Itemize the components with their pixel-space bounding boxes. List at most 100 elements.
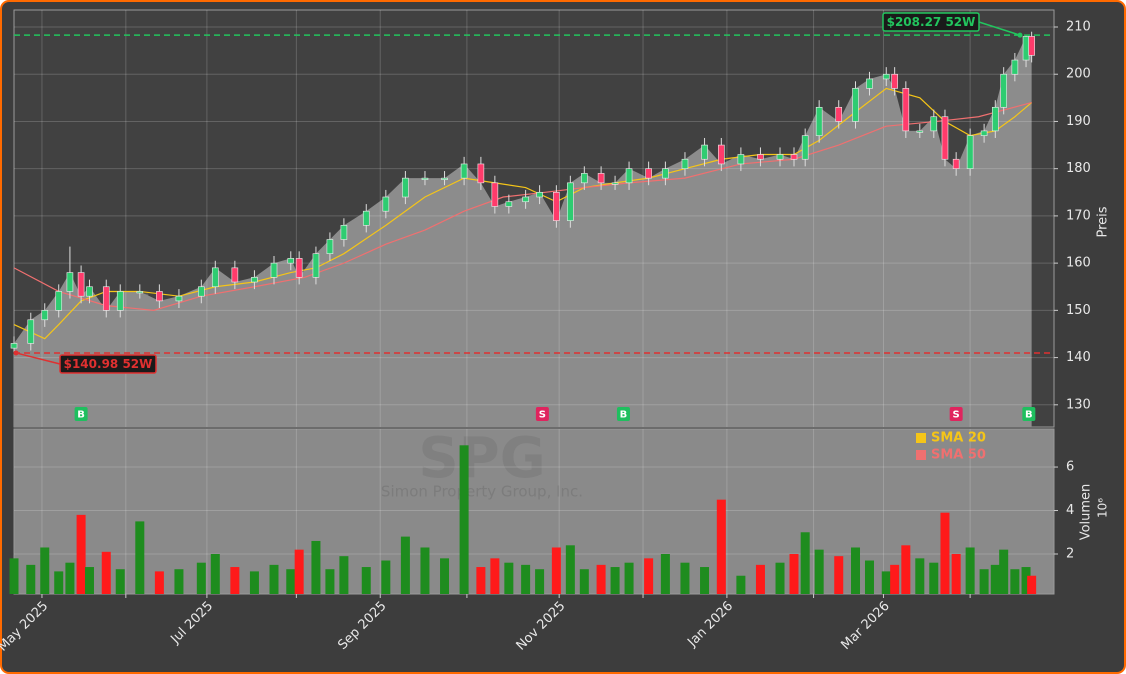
- volume-bar: [565, 545, 575, 594]
- volume-bar: [174, 569, 184, 594]
- volume-bar: [940, 512, 950, 594]
- signal-label: B: [77, 410, 85, 421]
- candle-body: [522, 196, 529, 203]
- candle-body: [991, 106, 999, 132]
- candle-body: [477, 163, 485, 184]
- volume-bar: [294, 549, 304, 594]
- volume-bar: [881, 571, 891, 594]
- volume-bar: [76, 514, 86, 594]
- volume-bar: [101, 551, 111, 594]
- candle-body: [460, 163, 468, 179]
- candle-body: [41, 310, 49, 321]
- volume-panel: [13, 428, 1055, 595]
- signal-badge: [74, 407, 88, 421]
- candle-body: [402, 177, 409, 198]
- y2-tick-label: 6: [1066, 460, 1074, 475]
- candle-body: [312, 253, 320, 278]
- hline-arrow-head: [1017, 32, 1023, 38]
- candle-body: [77, 272, 85, 297]
- volume-bar: [311, 540, 321, 594]
- candle-body: [852, 88, 859, 122]
- volume-bar: [286, 569, 296, 594]
- candle-body: [776, 154, 784, 160]
- volume-bar: [476, 567, 486, 594]
- candle-body: [116, 291, 124, 311]
- candle-body: [916, 130, 924, 133]
- volume-bar: [890, 564, 900, 594]
- candle-body: [902, 88, 910, 132]
- volume-bar: [54, 571, 64, 594]
- candle-body: [597, 173, 605, 184]
- candle-body: [966, 135, 974, 169]
- volume-bar: [851, 547, 861, 594]
- candle-body: [801, 135, 809, 160]
- volume-bar: [999, 549, 1009, 594]
- candle-body: [102, 286, 110, 311]
- volume-bar: [965, 547, 975, 594]
- volume-bar: [716, 499, 726, 594]
- volume-bar: [40, 547, 50, 594]
- company-watermark: Simon Property Group, Inc.: [381, 483, 583, 501]
- candle-body: [645, 168, 652, 179]
- volume-bar: [459, 445, 469, 594]
- volume-bar: [210, 554, 220, 594]
- y-axis-label: Preis: [1096, 206, 1111, 237]
- volume-bar: [269, 564, 279, 594]
- volume-bar: [596, 564, 606, 594]
- volume-bar: [230, 567, 240, 594]
- candle-body: [1000, 73, 1007, 108]
- volume-bar: [624, 562, 634, 594]
- candle-body: [757, 154, 764, 160]
- volume-bar: [551, 547, 561, 594]
- candle-body: [295, 258, 303, 278]
- volume-bar: [775, 562, 785, 594]
- candle-body: [340, 225, 348, 240]
- volume-bar: [700, 567, 710, 594]
- y-tick-label: 180: [1066, 161, 1091, 176]
- y2-tick-label: 2: [1066, 547, 1074, 562]
- candle-body: [270, 262, 278, 278]
- candle-body: [567, 182, 574, 221]
- volume-bar: [249, 571, 259, 594]
- candle-body: [952, 158, 960, 169]
- y2-tick-label: 4: [1066, 503, 1074, 518]
- candle-body: [1028, 36, 1035, 56]
- legend-swatch: [916, 450, 926, 460]
- signal-badge: [1022, 407, 1036, 421]
- volume-bar: [755, 564, 765, 594]
- volume-bar: [736, 575, 746, 594]
- candle-body: [1011, 59, 1019, 75]
- candle-body: [441, 177, 448, 180]
- candle-body: [737, 154, 745, 165]
- volume-bar: [579, 569, 589, 594]
- y-tick-label: 200: [1066, 67, 1091, 82]
- hline-arrow-head: [13, 350, 19, 356]
- candle-body: [421, 177, 429, 180]
- symbol-watermark: SPG: [418, 426, 545, 491]
- volume-bar: [325, 569, 335, 594]
- y-tick-label: 150: [1066, 303, 1091, 318]
- candle-body: [362, 210, 370, 226]
- volume-bar: [339, 556, 349, 594]
- price-area: [14, 36, 1032, 428]
- candle-body: [891, 73, 898, 89]
- candle-body: [10, 343, 18, 349]
- candle-body: [790, 154, 798, 160]
- volume-bar: [26, 564, 36, 594]
- candle-body: [980, 130, 988, 136]
- candle-body: [611, 182, 619, 185]
- candle-body: [701, 144, 708, 160]
- legend-swatch: [916, 433, 926, 443]
- signal-badge: [616, 407, 630, 421]
- volume-bar: [951, 554, 961, 594]
- volume-bar: [814, 549, 824, 594]
- candle-body: [136, 291, 144, 294]
- signal-label: S: [539, 410, 546, 421]
- candle-body: [625, 168, 633, 184]
- signal-badge: [535, 407, 549, 421]
- candle-body: [930, 116, 938, 132]
- volume-bar: [400, 536, 410, 594]
- candle-body: [536, 191, 543, 198]
- volume-bar: [929, 562, 939, 594]
